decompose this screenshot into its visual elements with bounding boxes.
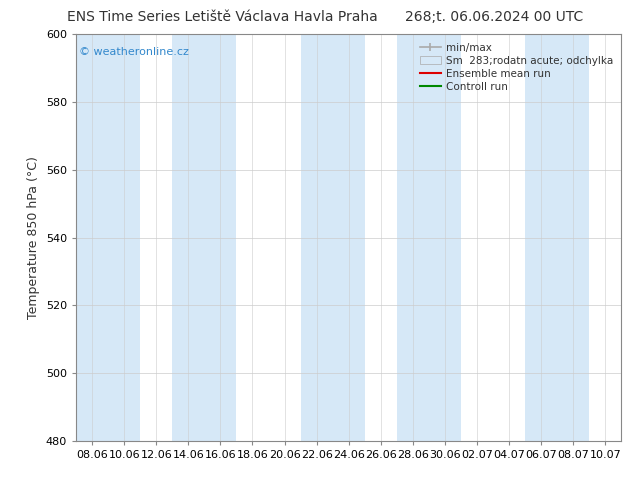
Bar	[172, 34, 236, 441]
Text: © weatheronline.cz: © weatheronline.cz	[79, 47, 189, 56]
Bar	[397, 34, 461, 441]
Bar	[525, 34, 589, 441]
Text: 268;t. 06.06.2024 00 UTC: 268;t. 06.06.2024 00 UTC	[405, 10, 584, 24]
Bar	[301, 34, 365, 441]
Legend: min/max, Sm  283;rodatn acute; odchylka, Ensemble mean run, Controll run: min/max, Sm 283;rodatn acute; odchylka, …	[417, 40, 616, 95]
Bar	[76, 34, 140, 441]
Text: ENS Time Series Letiště Václava Havla Praha: ENS Time Series Letiště Václava Havla Pr…	[67, 10, 377, 24]
Y-axis label: Temperature 850 hPa (°C): Temperature 850 hPa (°C)	[27, 156, 40, 319]
